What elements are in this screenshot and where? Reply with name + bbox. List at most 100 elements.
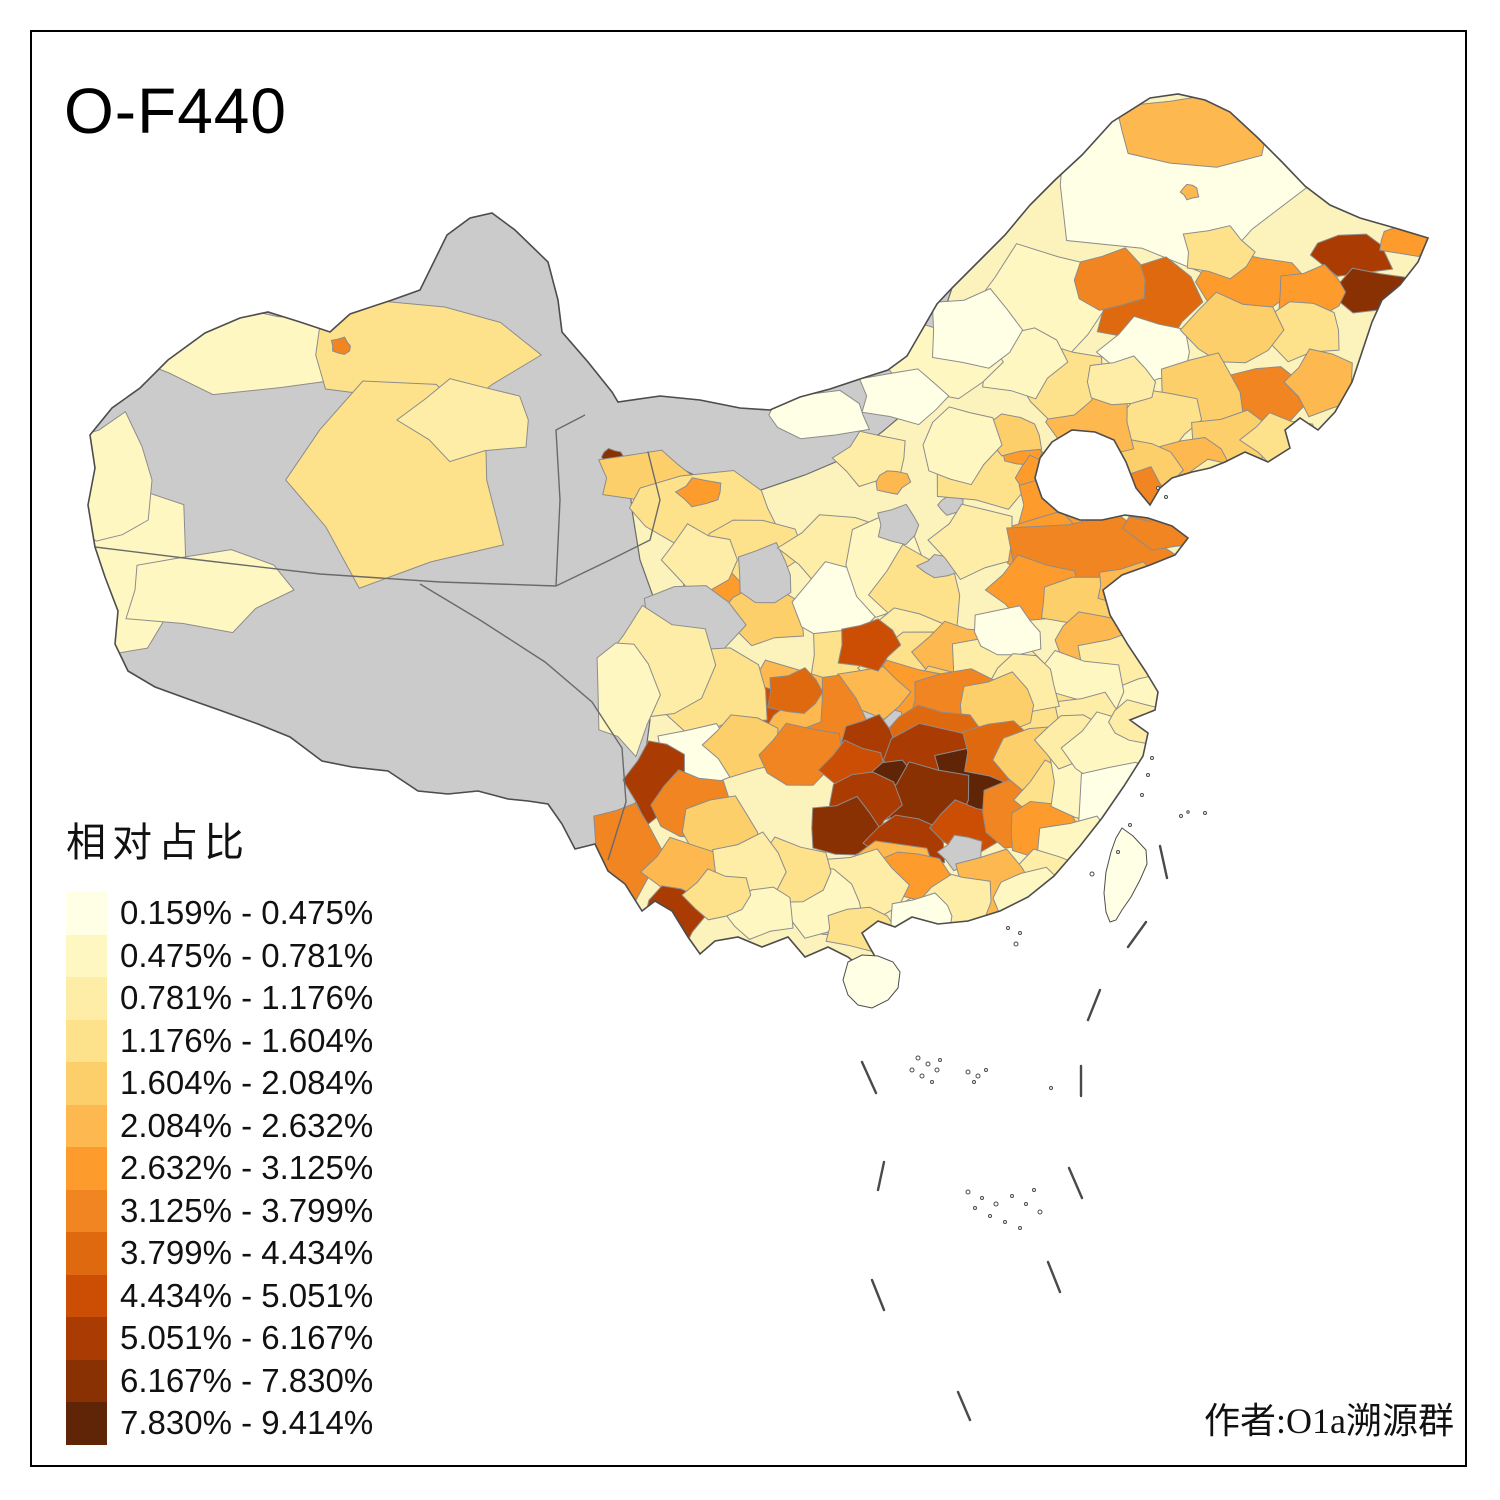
island-dot (988, 1214, 992, 1218)
prefecture-region (931, 287, 1024, 369)
page-title: O-F440 (64, 75, 287, 147)
legend-label: 2.084% - 2.632% (120, 1106, 374, 1144)
nine-dash-line-segment (1158, 844, 1169, 880)
nine-dash-line (860, 844, 1169, 1422)
island-dot (909, 1067, 915, 1073)
legend-item: 4.434% - 5.051% (66, 1274, 373, 1317)
prefecture-region (674, 477, 722, 508)
island-dot (1186, 810, 1190, 814)
nine-dash-line-segment (956, 1390, 972, 1422)
legend-swatch (66, 1189, 107, 1232)
island-dot (1013, 941, 1019, 947)
prefecture-region (1179, 291, 1285, 364)
legend-swatch (66, 1232, 107, 1275)
prefecture-region (767, 667, 824, 715)
legend-swatch (66, 1062, 107, 1105)
mainland-outline (87, 93, 1430, 972)
island-dot (980, 1196, 984, 1200)
legend-label: 3.799% - 4.434% (120, 1234, 374, 1272)
prefecture-region (875, 470, 912, 495)
legend-item: 2.632% - 3.125% (66, 1147, 373, 1190)
legend-label: 7.830% - 9.414% (120, 1404, 374, 1442)
island-dot (1164, 495, 1168, 499)
island-dots (909, 486, 1207, 1230)
legend-swatch (66, 1274, 107, 1317)
nine-dash-line-segment (870, 1278, 886, 1312)
prefecture-region (1073, 247, 1146, 311)
prefecture-region (927, 503, 1013, 581)
island-dot (1140, 793, 1144, 797)
legend-item: 6.167% - 7.830% (66, 1359, 374, 1402)
prefecture-region (660, 523, 738, 591)
island-dot (930, 1080, 934, 1084)
prefecture-region (973, 605, 1042, 656)
island-dot (975, 1073, 981, 1079)
island-dot (1018, 931, 1022, 935)
prefecture-region (1086, 355, 1157, 406)
nine-dash-line-segment (860, 1060, 878, 1095)
island-dot (1146, 773, 1150, 777)
taiwan-island (1103, 827, 1148, 923)
prefecture-region (596, 642, 661, 758)
island-dot (965, 1189, 971, 1195)
attribution: 作者:O1a溯源群 (1204, 1401, 1454, 1441)
legend-swatch (66, 977, 107, 1020)
legend-swatch (66, 1359, 107, 1402)
legend-swatch (66, 1402, 107, 1445)
island-dot (1150, 756, 1154, 760)
legend-title: 相对占比 (66, 820, 250, 865)
island-dot (1037, 1209, 1043, 1215)
legend-label: 6.167% - 7.830% (120, 1361, 374, 1399)
prefecture-region (837, 618, 902, 672)
island-dot (1089, 871, 1095, 877)
island-dot (1116, 850, 1120, 854)
legend-item: 7.830% - 9.414% (66, 1402, 373, 1445)
legend-label: 0.159% - 0.475% (120, 894, 374, 932)
island-dot (993, 1201, 999, 1207)
island-dot (915, 1055, 921, 1061)
legend-label: 5.051% - 6.167% (120, 1319, 374, 1357)
legend-swatch (66, 892, 107, 935)
legend-item: 0.475% - 0.781% (66, 934, 373, 977)
island-dot (1024, 1202, 1028, 1206)
legend-label: 3.125% - 3.799% (120, 1191, 374, 1229)
nine-dash-line-segment (1067, 1166, 1084, 1200)
legend-swatch (66, 1019, 107, 1062)
prefecture-region (396, 378, 529, 463)
legend-item: 3.799% - 4.434% (66, 1232, 373, 1275)
prefecture-region (922, 406, 1003, 486)
island-dot (934, 1067, 940, 1073)
island-dot (1010, 1194, 1014, 1198)
island-dot (925, 1061, 931, 1067)
hainan-island (842, 954, 901, 1009)
prefecture-region (1182, 225, 1256, 280)
island-dot (1032, 1188, 1036, 1192)
legend-item: 1.604% - 2.084% (66, 1062, 373, 1105)
island-dot (1128, 823, 1132, 827)
island-dot (919, 1073, 925, 1079)
legend-swatch (66, 1147, 107, 1190)
legend-swatch (66, 1317, 107, 1360)
island-dot (1179, 814, 1183, 818)
island-dot (972, 1080, 976, 1084)
prefecture-region (1309, 233, 1394, 277)
island-dot (1006, 926, 1010, 930)
prefecture-region (681, 868, 752, 921)
legend-label: 1.604% - 2.084% (120, 1064, 374, 1102)
prefecture-region (125, 549, 295, 634)
province-borders (94, 414, 661, 861)
legend-item: 2.084% - 2.632% (66, 1104, 374, 1147)
island-dot (973, 1206, 977, 1210)
island-dot (1018, 1226, 1022, 1230)
prefecture-region (877, 503, 920, 546)
legend-label: 2.632% - 3.125% (120, 1149, 374, 1187)
nine-dash-line-segment (1086, 988, 1102, 1022)
prefecture-region (858, 368, 950, 426)
legend-swatch (66, 1104, 107, 1147)
prefecture-region (88, 410, 153, 542)
legend-item: 1.176% - 1.604% (66, 1019, 373, 1062)
island-dot (984, 1068, 988, 1072)
prefecture-region (1379, 224, 1428, 258)
legend-label: 0.781% - 1.176% (120, 979, 374, 1017)
